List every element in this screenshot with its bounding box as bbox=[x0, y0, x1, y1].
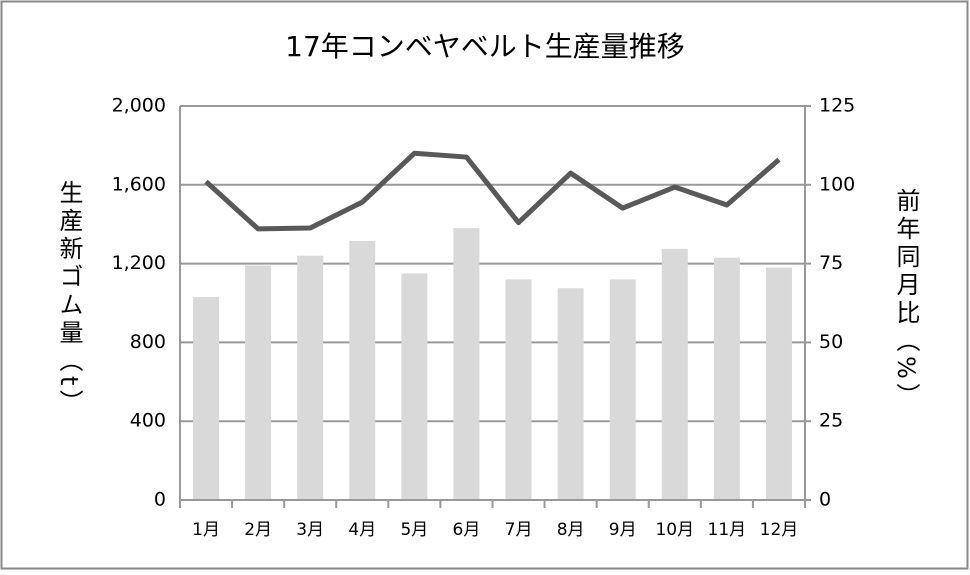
y-tick-label: 800 bbox=[130, 331, 166, 353]
bar bbox=[245, 265, 272, 500]
bar bbox=[765, 267, 792, 500]
x-tick-label: 5月 bbox=[400, 520, 428, 540]
x-tick-label: 8月 bbox=[557, 520, 585, 540]
y-tick-label: 0 bbox=[154, 489, 166, 511]
x-tick-label: 10月 bbox=[655, 520, 694, 540]
x-tick-label: 2月 bbox=[244, 520, 272, 540]
line bbox=[204, 150, 781, 232]
x-tick-label: 4月 bbox=[348, 520, 376, 540]
bar bbox=[557, 288, 584, 500]
y2-tick-label: 100 bbox=[819, 173, 855, 195]
bar bbox=[713, 257, 740, 500]
y2-tick-label: 50 bbox=[819, 331, 843, 353]
bar bbox=[505, 279, 532, 500]
chart-title: 17年コンベヤベルト生産量推移 bbox=[285, 30, 685, 63]
bar bbox=[193, 297, 220, 500]
x-tick-label: 9月 bbox=[609, 520, 637, 540]
x-tick-label: 1月 bbox=[192, 520, 220, 540]
y-tick-label: 1,200 bbox=[112, 252, 166, 274]
y2-tick-label: 25 bbox=[819, 410, 843, 432]
y-tick-label: 400 bbox=[130, 410, 166, 432]
x-tick-label: 7月 bbox=[505, 520, 533, 540]
x-tick-label: 12月 bbox=[760, 520, 799, 540]
bar bbox=[401, 273, 428, 500]
y-tick-label: 2,000 bbox=[112, 95, 166, 117]
y2-tick-label: 75 bbox=[819, 252, 843, 274]
x-tick-label: 11月 bbox=[708, 520, 747, 540]
x-tick-label: 6月 bbox=[453, 520, 481, 540]
y2-tick-label: 0 bbox=[819, 489, 831, 511]
x-tick-label: 3月 bbox=[296, 520, 324, 540]
bar bbox=[297, 255, 324, 500]
y2-tick-label: 125 bbox=[819, 95, 855, 117]
bar bbox=[453, 228, 480, 500]
y-tick-label: 1,600 bbox=[112, 173, 166, 195]
bar bbox=[609, 279, 636, 500]
y-axis-label: 生産新ゴム量（t） bbox=[55, 180, 83, 417]
bar bbox=[661, 248, 688, 500]
y2-axis-label: 前年同月比（%） bbox=[892, 188, 920, 411]
bar bbox=[349, 240, 376, 500]
